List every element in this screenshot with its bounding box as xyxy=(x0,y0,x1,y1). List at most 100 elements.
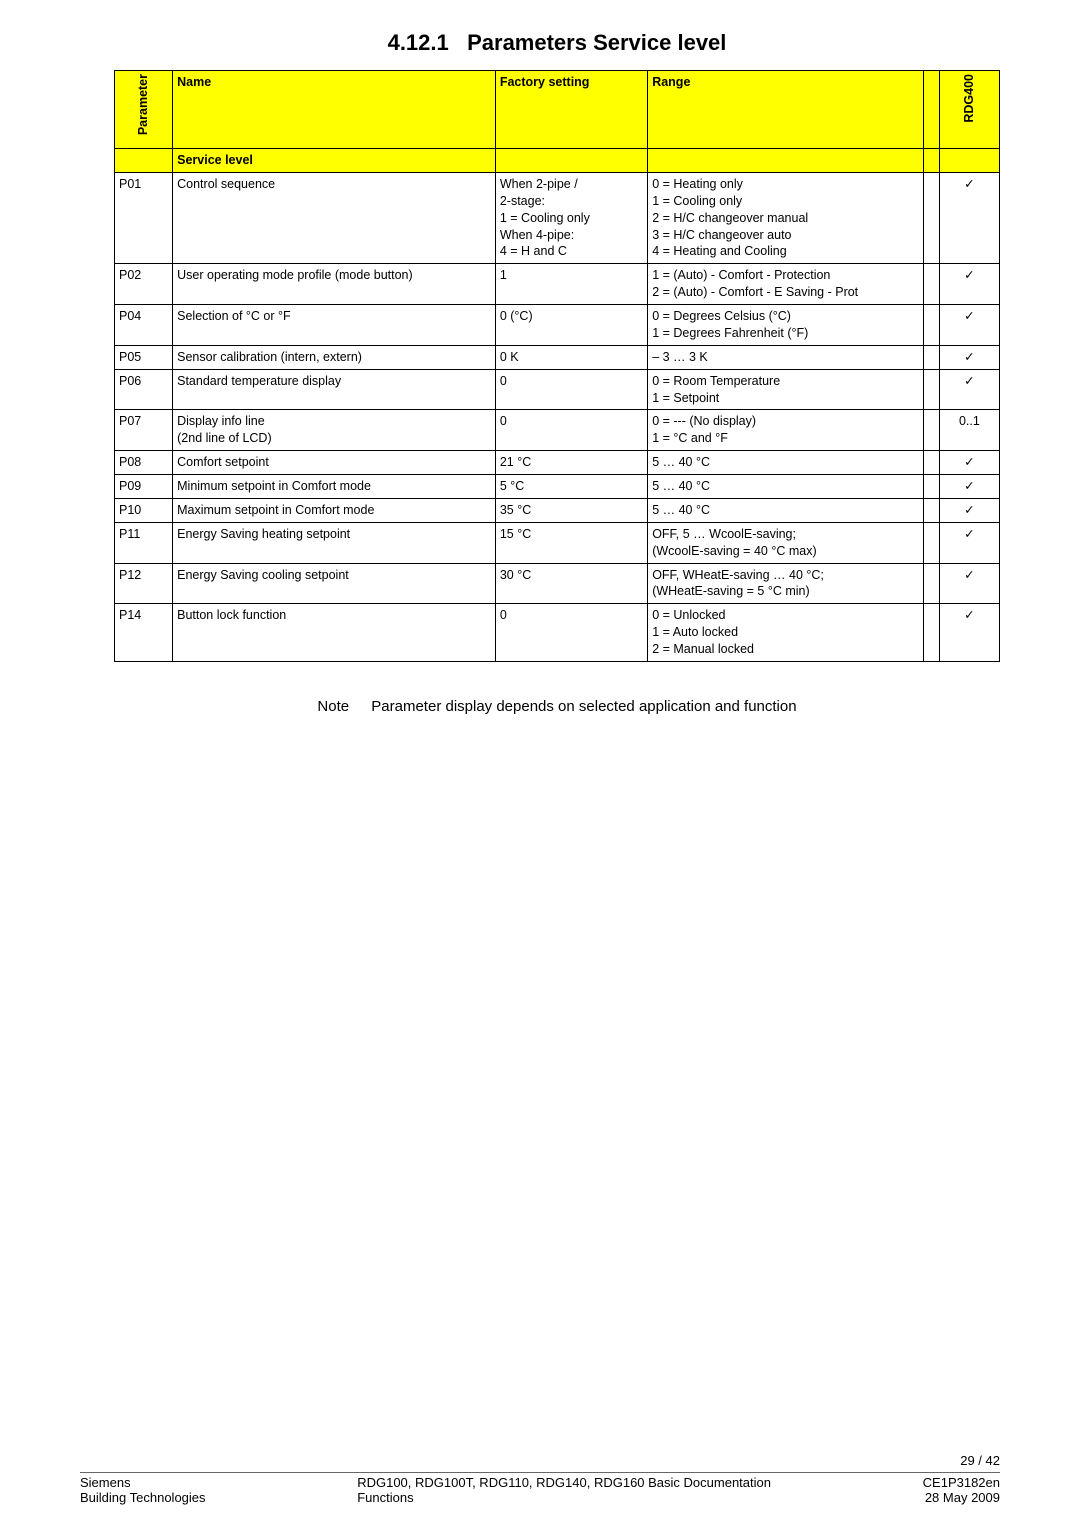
range-cell: 0 = Heating only 1 = Cooling only 2 = H/… xyxy=(648,172,924,263)
footer-l2: Building Technologies xyxy=(80,1490,206,1505)
gap-cell xyxy=(923,604,939,662)
name-cell: Button lock function xyxy=(173,604,496,662)
gap-cell xyxy=(923,345,939,369)
param-cell: P02 xyxy=(115,264,173,305)
note-line: Note Parameter display depends on select… xyxy=(114,698,1000,715)
col-parameter: Parameter xyxy=(115,71,173,149)
table-row: P08Comfort setpoint21 °C5 … 40 °C✓ xyxy=(115,451,1000,475)
gap-cell xyxy=(923,264,939,305)
range-cell: 0 = Room Temperature 1 = Setpoint xyxy=(648,369,924,410)
name-cell: Standard temperature display xyxy=(173,369,496,410)
rdg-cell: ✓ xyxy=(939,563,999,604)
section-title: 4.12.1 Parameters Service level xyxy=(114,30,1000,56)
rdg-cell: ✓ xyxy=(939,522,999,563)
factory-cell: 15 °C xyxy=(495,522,647,563)
col-gap xyxy=(923,71,939,149)
param-cell: P01 xyxy=(115,172,173,263)
table-row: P14Button lock function00 = Unlocked 1 =… xyxy=(115,604,1000,662)
rdg-cell: ✓ xyxy=(939,305,999,346)
name-cell: Maximum setpoint in Comfort mode xyxy=(173,498,496,522)
gap-cell xyxy=(923,522,939,563)
range-cell: OFF, 5 … WcoolE-saving; (WcoolE-saving =… xyxy=(648,522,924,563)
footer-c1: RDG100, RDG100T, RDG110, RDG140, RDG160 … xyxy=(357,1475,771,1490)
footer-right: CE1P3182en 28 May 2009 xyxy=(923,1475,1000,1505)
footer-r1: CE1P3182en xyxy=(923,1475,1000,1490)
range-cell: 5 … 40 °C xyxy=(648,451,924,475)
range-cell: 5 … 40 °C xyxy=(648,498,924,522)
rdg-cell: 0..1 xyxy=(939,410,999,451)
rdg-cell: ✓ xyxy=(939,264,999,305)
rdg-cell: ✓ xyxy=(939,345,999,369)
service-level-c4 xyxy=(648,149,924,173)
param-cell: P12 xyxy=(115,563,173,604)
param-cell: P10 xyxy=(115,498,173,522)
factory-cell: 0 (°C) xyxy=(495,305,647,346)
footer-center: RDG100, RDG100T, RDG110, RDG140, RDG160 … xyxy=(357,1475,771,1505)
factory-cell: 0 K xyxy=(495,345,647,369)
gap-cell xyxy=(923,172,939,263)
table-row: P01Control sequenceWhen 2-pipe / 2-stage… xyxy=(115,172,1000,263)
parameters-table: Parameter Name Factory setting Range RDG… xyxy=(114,70,1000,662)
name-cell: Sensor calibration (intern, extern) xyxy=(173,345,496,369)
table-row: P10Maximum setpoint in Comfort mode35 °C… xyxy=(115,498,1000,522)
footer-left: Siemens Building Technologies xyxy=(80,1475,206,1505)
rdg-cell: ✓ xyxy=(939,475,999,499)
note-label: Note xyxy=(317,698,349,715)
service-level-label: Service level xyxy=(173,149,496,173)
factory-cell: 5 °C xyxy=(495,475,647,499)
gap-cell xyxy=(923,451,939,475)
factory-cell: 1 xyxy=(495,264,647,305)
gap-cell xyxy=(923,369,939,410)
col-parameter-label: Parameter xyxy=(135,74,152,135)
gap-cell xyxy=(923,563,939,604)
factory-cell: 0 xyxy=(495,410,647,451)
range-cell: 5 … 40 °C xyxy=(648,475,924,499)
range-cell: 1 = (Auto) - Comfort - Protection 2 = (A… xyxy=(648,264,924,305)
rdg-cell: ✓ xyxy=(939,451,999,475)
service-level-gap xyxy=(115,149,173,173)
rdg-cell: ✓ xyxy=(939,172,999,263)
service-level-c6 xyxy=(939,149,999,173)
factory-cell: 30 °C xyxy=(495,563,647,604)
table-row: P09Minimum setpoint in Comfort mode5 °C5… xyxy=(115,475,1000,499)
name-cell: Energy Saving heating setpoint xyxy=(173,522,496,563)
table-row: P05Sensor calibration (intern, extern)0 … xyxy=(115,345,1000,369)
factory-cell: 21 °C xyxy=(495,451,647,475)
param-cell: P04 xyxy=(115,305,173,346)
gap-cell xyxy=(923,305,939,346)
range-cell: 0 = Unlocked 1 = Auto locked 2 = Manual … xyxy=(648,604,924,662)
table-row: P12Energy Saving cooling setpoint30 °COF… xyxy=(115,563,1000,604)
col-name: Name xyxy=(173,71,496,149)
page-count: 29 / 42 xyxy=(80,1453,1000,1468)
rdg-cell: ✓ xyxy=(939,369,999,410)
range-cell: – 3 … 3 K xyxy=(648,345,924,369)
table-row: P11Energy Saving heating setpoint15 °COF… xyxy=(115,522,1000,563)
param-cell: P09 xyxy=(115,475,173,499)
title-number: 4.12.1 xyxy=(388,30,449,55)
footer-r2: 28 May 2009 xyxy=(925,1490,1000,1505)
footer-l1: Siemens xyxy=(80,1475,131,1490)
col-rdg400: RDG400 xyxy=(939,71,999,149)
param-cell: P08 xyxy=(115,451,173,475)
param-cell: P05 xyxy=(115,345,173,369)
factory-cell: 35 °C xyxy=(495,498,647,522)
table-row: P04Selection of °C or °F0 (°C)0 = Degree… xyxy=(115,305,1000,346)
table-row: P02User operating mode profile (mode but… xyxy=(115,264,1000,305)
rdg-cell: ✓ xyxy=(939,604,999,662)
param-cell: P07 xyxy=(115,410,173,451)
name-cell: User operating mode profile (mode button… xyxy=(173,264,496,305)
table-row: P07Display info line (2nd line of LCD)00… xyxy=(115,410,1000,451)
gap-cell xyxy=(923,410,939,451)
service-level-c5 xyxy=(923,149,939,173)
col-factory: Factory setting xyxy=(495,71,647,149)
name-cell: Display info line (2nd line of LCD) xyxy=(173,410,496,451)
factory-cell: 0 xyxy=(495,604,647,662)
page-footer: 29 / 42 Siemens Building Technologies RD… xyxy=(80,1453,1000,1505)
range-cell: 0 = Degrees Celsius (°C) 1 = Degrees Fah… xyxy=(648,305,924,346)
table-row: P06Standard temperature display00 = Room… xyxy=(115,369,1000,410)
factory-cell: 0 xyxy=(495,369,647,410)
range-cell: 0 = --- (No display) 1 = °C and °F xyxy=(648,410,924,451)
rdg-cell: ✓ xyxy=(939,498,999,522)
factory-cell: When 2-pipe / 2-stage: 1 = Cooling only … xyxy=(495,172,647,263)
param-cell: P11 xyxy=(115,522,173,563)
